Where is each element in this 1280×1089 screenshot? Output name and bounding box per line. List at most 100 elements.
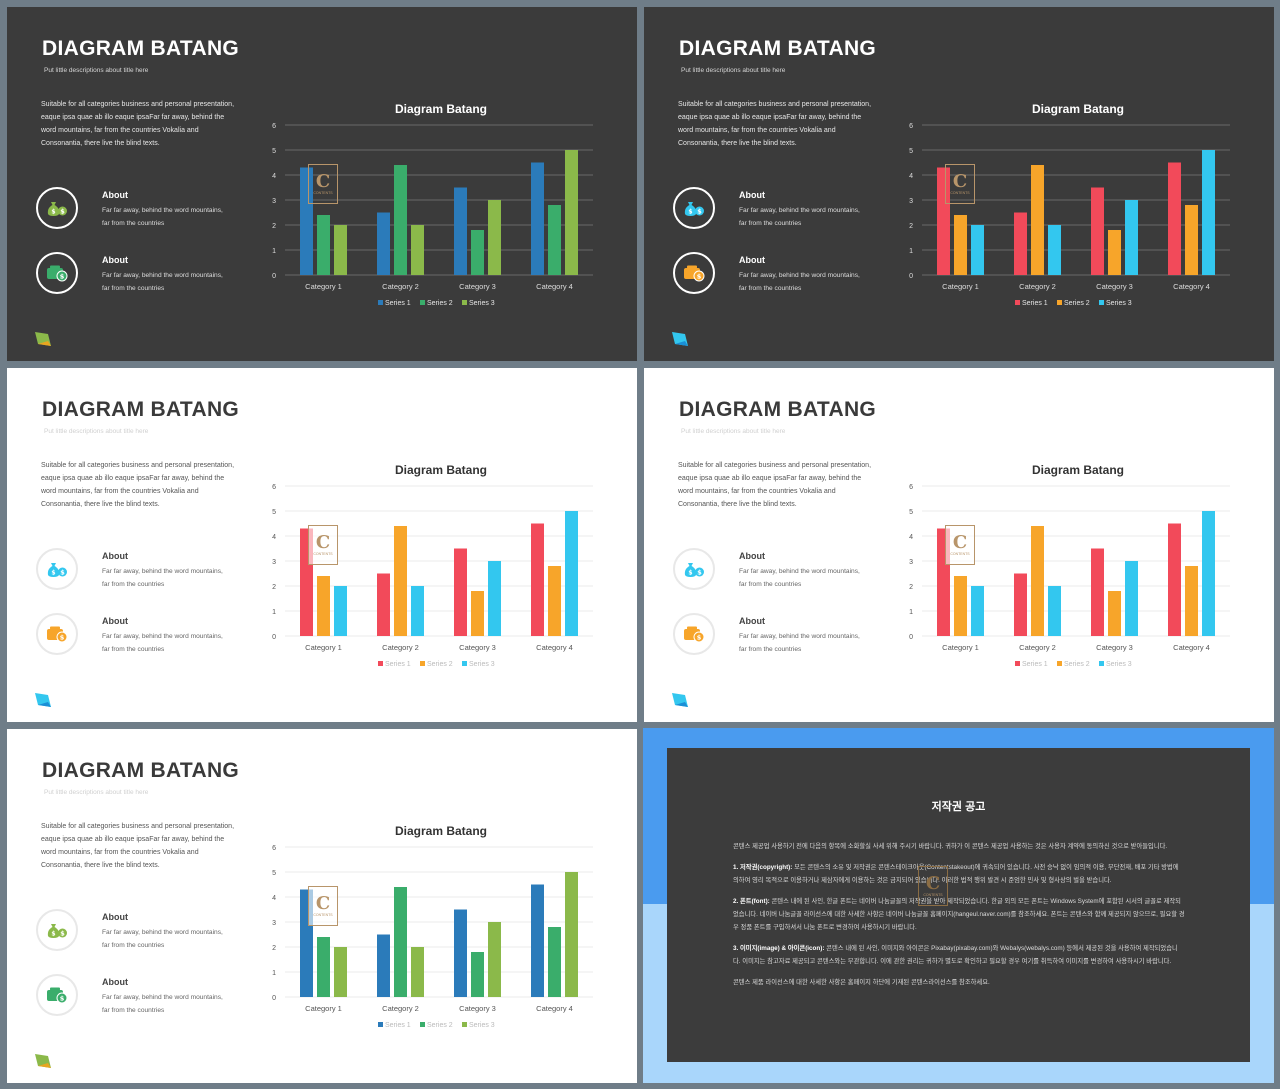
brand-logo-icon xyxy=(35,693,51,707)
about-title: About xyxy=(739,551,765,561)
bar xyxy=(317,937,330,997)
legend-swatch xyxy=(378,1022,383,1027)
bar xyxy=(531,884,544,997)
legend-swatch xyxy=(420,300,425,305)
about-text: Far far away, behind the word mountains,… xyxy=(739,272,860,292)
about-title: About xyxy=(739,190,765,200)
bar xyxy=(317,215,330,275)
x-tick-label: Category 3 xyxy=(459,282,496,291)
slide-subtitle: Put little descriptions about title here xyxy=(44,67,149,74)
bar xyxy=(1125,561,1138,636)
legend-swatch xyxy=(378,661,383,666)
legend-label: Series 1 xyxy=(385,300,411,307)
y-tick-label: 4 xyxy=(909,534,913,541)
slide-subtitle: Put little descriptions about title here xyxy=(681,67,786,74)
bar xyxy=(531,523,544,636)
y-tick-label: 3 xyxy=(909,559,913,566)
bar xyxy=(394,526,407,636)
svg-text:$: $ xyxy=(697,272,702,280)
bar xyxy=(1108,230,1121,275)
x-tick-label: Category 1 xyxy=(305,282,342,291)
svg-text:$: $ xyxy=(697,633,702,641)
copyright-panel: 저작권 공고 콘텐스 제공업 사용하기 전에 다음의 항목에 소화할실 사세 위… xyxy=(667,748,1250,1062)
about-title: About xyxy=(102,255,128,265)
y-tick-label: 4 xyxy=(272,173,276,180)
y-tick-label: 4 xyxy=(909,173,913,180)
about-item: $ About Far far away, behind the word mo… xyxy=(673,252,883,298)
contents-watermark: C CONTENTS xyxy=(945,164,975,204)
copyright-title: 저작권 공고 xyxy=(931,801,986,813)
y-tick-label: 2 xyxy=(272,945,276,952)
watermark-letter: C xyxy=(952,171,968,192)
bar xyxy=(1048,225,1061,275)
bar xyxy=(1168,162,1181,275)
about-item: $ About Far far away, behind the word mo… xyxy=(673,613,883,659)
about-item: $ About Far far away, behind the word mo… xyxy=(36,613,246,659)
bar xyxy=(1031,165,1044,275)
y-tick-label: 5 xyxy=(272,509,276,516)
bar xyxy=(1014,212,1027,275)
slide-3: DIAGRAM BATANG Put little descriptions a… xyxy=(7,368,637,722)
y-tick-label: 1 xyxy=(272,970,276,977)
x-tick-label: Category 4 xyxy=(1173,643,1210,652)
svg-text:$: $ xyxy=(51,931,55,938)
y-tick-label: 6 xyxy=(272,123,276,130)
brand-logo-icon xyxy=(35,1054,51,1068)
svg-text:$: $ xyxy=(60,994,65,1002)
contents-watermark: C CONTENTS xyxy=(945,525,975,565)
watermark-text: CONTENTS xyxy=(313,552,333,556)
svg-text:$: $ xyxy=(51,209,55,216)
about-title: About xyxy=(102,190,128,200)
y-tick-label: 0 xyxy=(272,634,276,641)
x-tick-label: Category 2 xyxy=(1019,282,1056,291)
bar xyxy=(334,947,347,997)
bar xyxy=(394,887,407,997)
bar-chart: Diagram Batang 0 1 2 3 4 5 6 Category 1 Category … xyxy=(260,89,595,309)
bar xyxy=(565,150,578,275)
bar xyxy=(1185,205,1198,275)
brand-logo-icon xyxy=(672,693,688,707)
x-tick-label: Category 4 xyxy=(536,282,573,291)
y-tick-label: 5 xyxy=(909,509,913,516)
copyright-paragraph: 콘텐스 제공업 사용하기 전에 다음의 항목에 소화할실 사세 위해 주시기 바… xyxy=(733,843,1168,850)
slide-subtitle: Put little descriptions about title here xyxy=(681,428,786,435)
watermark-letter: C xyxy=(315,893,331,914)
legend-label: Series 1 xyxy=(1022,661,1048,668)
about-text: Far far away, behind the word mountains,… xyxy=(102,568,223,588)
legend-swatch xyxy=(1015,300,1020,305)
about-text: Far far away, behind the word mountains,… xyxy=(102,994,223,1014)
x-tick-label: Category 2 xyxy=(382,1004,419,1013)
money-bag-icon: $ $ xyxy=(36,548,78,590)
brand-logo-icon xyxy=(672,332,688,346)
money-bag-icon: $ $ xyxy=(36,187,78,229)
watermark-text: CONTENTS xyxy=(923,893,943,897)
svg-text:$: $ xyxy=(60,272,65,280)
watermark-letter: C xyxy=(952,532,968,553)
slide-subtitle: Put little descriptions about title here xyxy=(44,428,149,435)
about-title: About xyxy=(102,551,128,561)
y-tick-label: 5 xyxy=(909,148,913,155)
bar xyxy=(1031,526,1044,636)
legend-label: Series 2 xyxy=(427,661,453,668)
bar xyxy=(1202,150,1215,275)
y-tick-label: 0 xyxy=(909,634,913,641)
chart-title: Diagram Batang xyxy=(395,102,487,116)
legend-label: Series 3 xyxy=(469,1022,495,1029)
x-tick-label: Category 1 xyxy=(305,1004,342,1013)
bar xyxy=(454,548,467,636)
contents-watermark: C CONTENTS xyxy=(308,886,338,926)
bar xyxy=(411,947,424,997)
bar xyxy=(1125,200,1138,275)
slide-2: DIAGRAM BATANG Put little descriptions a… xyxy=(644,7,1274,361)
bar xyxy=(377,573,390,636)
about-text: Far far away, behind the word mountains,… xyxy=(739,568,860,588)
about-text: Far far away, behind the word mountains,… xyxy=(739,633,860,653)
bar xyxy=(471,952,484,997)
svg-text:$: $ xyxy=(697,207,702,215)
slide-description: Suitable for all categories business and… xyxy=(678,462,872,508)
slide-1: DIAGRAM BATANG Put little descriptions a… xyxy=(7,7,637,361)
x-tick-label: Category 4 xyxy=(536,1004,573,1013)
about-item: $ About Far far away, behind the word mo… xyxy=(36,974,246,1020)
bar xyxy=(471,591,484,636)
bar xyxy=(937,167,950,275)
